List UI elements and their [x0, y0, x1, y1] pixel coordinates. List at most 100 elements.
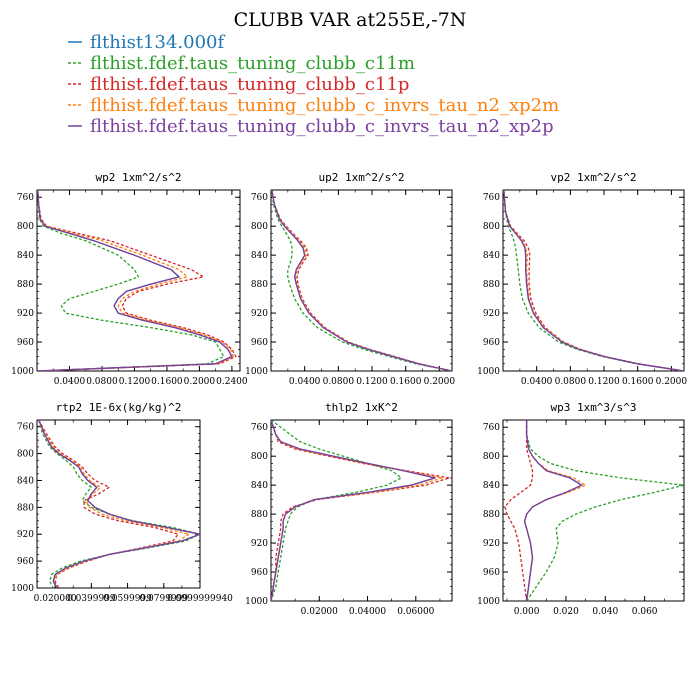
- series-group: [38, 420, 200, 588]
- y-tick-label: 800: [483, 222, 500, 232]
- y-tick-label: 800: [251, 452, 268, 462]
- y-tick-label: 840: [17, 251, 34, 261]
- y-tick-label: 920: [17, 309, 34, 319]
- y-tick-label: 880: [17, 280, 34, 290]
- y-tick-label: 960: [251, 338, 268, 348]
- x-tick-label: 0.060: [632, 607, 658, 617]
- plot-frame: [270, 419, 453, 602]
- legend-entry: flthist.fdef.taus_tuning_clubb_c_invrs_t…: [68, 116, 554, 137]
- x-tick-label: 0.2000: [184, 377, 216, 387]
- series-line: [503, 190, 684, 371]
- x-tick-label: 0.1600: [622, 377, 654, 387]
- legend-label: flthist134.000f: [90, 32, 225, 53]
- y-tick-label: 880: [483, 280, 500, 290]
- y-tick-label: 1000: [245, 597, 268, 607]
- x-tick-label: 0.2000: [656, 377, 688, 387]
- legend-entry: flthist.fdef.taus_tuning_clubb_c11p: [68, 74, 409, 95]
- x-tick-label: 0.0399999: [67, 594, 116, 604]
- series-line: [38, 420, 179, 588]
- series-group: [271, 420, 451, 601]
- x-tick-label: 0.2000: [424, 377, 456, 387]
- panel-title: thlp2 1xK^2: [325, 401, 398, 414]
- series-line: [271, 420, 402, 601]
- chart-panel: wp3 1xm^3/s^3 760 800 840 880 920 960 1000 0.000…: [477, 401, 685, 617]
- series-line: [37, 190, 237, 371]
- x-tick-label: 0.020: [553, 607, 579, 617]
- series-line: [271, 190, 452, 371]
- chart-panel: wp2 1xm^2/s^2 760 800 840 880 920 960 1000 0.040…: [11, 171, 248, 387]
- y-tick-label: 920: [483, 309, 500, 319]
- y-tick-label: 760: [17, 423, 34, 433]
- series-line: [523, 420, 587, 601]
- plot-frame: [36, 419, 201, 589]
- series-line: [271, 190, 452, 371]
- series-line: [525, 420, 684, 601]
- series-line: [271, 190, 452, 371]
- legend-label: flthist.fdef.taus_tuning_clubb_c11p: [90, 74, 409, 95]
- series-group: [504, 420, 684, 601]
- y-tick-label: 760: [483, 423, 500, 433]
- x-tick-label: 0.0400: [289, 377, 321, 387]
- series-line: [38, 420, 200, 588]
- y-tick-label: 960: [17, 338, 34, 348]
- chart-panel: thlp2 1xK^2 760 800 840 880 920 960 1000 0.02000…: [245, 401, 453, 617]
- legend-entry: flthist.fdef.taus_tuning_clubb_c11m: [68, 53, 415, 74]
- y-tick-label: 960: [483, 338, 500, 348]
- x-tick-label: 0.02000: [301, 607, 338, 617]
- y-tick-label: 800: [17, 222, 34, 232]
- panel-title: wp3 1xm^3/s^3: [550, 401, 636, 414]
- plot-frame: [502, 189, 685, 372]
- y-tick-label: 960: [251, 568, 268, 578]
- x-tick-label: 0.1600: [151, 377, 183, 387]
- x-tick-label: 0.040: [592, 607, 618, 617]
- panel-title: vp2 1xm^2/s^2: [550, 171, 636, 184]
- y-tick-label: 840: [483, 251, 500, 261]
- series-line: [271, 420, 451, 601]
- x-tick-label: 0.0800: [555, 377, 587, 387]
- series-line: [37, 190, 233, 371]
- y-tick-label: 760: [251, 423, 268, 433]
- y-tick-label: 880: [17, 503, 34, 513]
- series-line: [38, 420, 200, 588]
- series-line: [523, 420, 583, 601]
- chart-panel: rtp2 1E-6x(kg/kg)^2 760 800 840 880 920 960 100…: [11, 401, 233, 604]
- panel-title: up2 1xm^2/s^2: [318, 171, 404, 184]
- y-tick-label: 800: [17, 450, 34, 460]
- y-tick-label: 1000: [11, 367, 34, 377]
- y-tick-label: 800: [483, 452, 500, 462]
- y-tick-label: 1000: [11, 584, 34, 594]
- chart-panel: up2 1xm^2/s^2 760 800 840 880 920 960 1000 0.040…: [245, 171, 455, 387]
- series-line: [38, 420, 200, 588]
- x-tick-label: 0.0800: [86, 377, 118, 387]
- series-line: [271, 420, 436, 601]
- y-tick-label: 880: [251, 280, 268, 290]
- y-tick-label: 920: [251, 309, 268, 319]
- x-tick-label: 0.0799999: [139, 594, 188, 604]
- legend: flthist134.000fflthist.fdef.taus_tuning_…: [68, 32, 559, 137]
- y-tick-label: 1000: [477, 367, 500, 377]
- y-tick-label: 760: [483, 193, 500, 203]
- y-tick-label: 1000: [245, 367, 268, 377]
- series-line: [503, 190, 684, 371]
- series-line: [271, 190, 452, 371]
- y-tick-label: 920: [17, 530, 34, 540]
- x-tick-label: 0.020000: [34, 594, 77, 604]
- series-line: [271, 190, 452, 371]
- y-tick-label: 960: [483, 568, 500, 578]
- y-tick-label: 840: [251, 481, 268, 491]
- figure-title: CLUBB VAR at255E,-7N: [234, 9, 467, 31]
- y-tick-label: 880: [483, 510, 500, 520]
- x-tick-label: 0.0800: [323, 377, 355, 387]
- x-tick-label: 0.0400: [54, 377, 86, 387]
- y-tick-label: 840: [17, 476, 34, 486]
- x-tick-label: 0.1200: [356, 377, 388, 387]
- y-tick-label: 880: [251, 510, 268, 520]
- y-tick-label: 920: [483, 539, 500, 549]
- x-tick-label: 0.1200: [588, 377, 620, 387]
- legend-label: flthist.fdef.taus_tuning_clubb_c11m: [90, 53, 415, 74]
- x-tick-label: 0.0999999940: [167, 594, 233, 604]
- y-tick-label: 840: [251, 251, 268, 261]
- series-line: [523, 420, 583, 601]
- y-tick-label: 760: [251, 193, 268, 203]
